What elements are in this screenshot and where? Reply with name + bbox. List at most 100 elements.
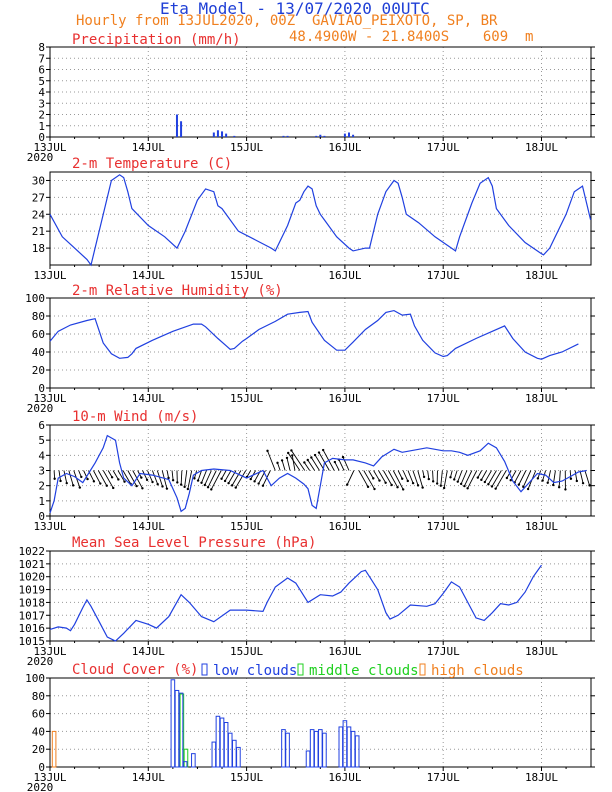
- wind-vector: [569, 470, 572, 479]
- y-tick-label: 1016: [19, 622, 46, 635]
- wind-vector: [267, 450, 276, 471]
- wind-vector-head: [373, 487, 376, 491]
- y-tick-label: 80: [32, 690, 45, 703]
- wind-vector-head: [223, 479, 227, 483]
- panel-cloud: [46, 663, 595, 771]
- wind-vector-head: [227, 481, 230, 485]
- wind-vector-head: [306, 458, 309, 462]
- y-tick-label: 100: [25, 292, 45, 305]
- wind-vector: [207, 470, 217, 488]
- x-tick-label: 13JUL: [33, 771, 66, 784]
- y-tick-label: 6: [38, 64, 45, 77]
- x-tick-label: 15JUL: [230, 141, 263, 154]
- legend-swatch: [297, 663, 304, 676]
- wind-vector: [147, 470, 153, 483]
- x-tick-label: 17JUL: [427, 269, 460, 282]
- wind-vector: [464, 470, 473, 487]
- wind-vector-head: [564, 488, 567, 491]
- panel-rh: [46, 297, 595, 392]
- wind-vector-head: [310, 456, 313, 459]
- wind-vector: [210, 470, 222, 490]
- wind-vector: [277, 462, 281, 471]
- wind-vector-head: [422, 475, 426, 479]
- y-tick-label: 1: [38, 495, 45, 508]
- plot-frame: [49, 171, 592, 266]
- plot-frame: [49, 46, 592, 138]
- panel-wind: [46, 424, 595, 520]
- wind-vector-head: [161, 485, 164, 488]
- cloud-bar-low: [191, 753, 196, 768]
- wind-vector: [397, 470, 403, 479]
- wind-vector-head: [65, 481, 68, 485]
- wind-vector: [235, 470, 247, 488]
- x-tick-label: 13JUL: [33, 520, 66, 533]
- wind-vector-head: [526, 487, 530, 491]
- series-line-mslp: [49, 564, 542, 642]
- wind-vector: [197, 470, 202, 481]
- y-tick-label: 20: [32, 364, 45, 377]
- wind-vector: [97, 470, 108, 486]
- x-tick-label: 15JUL: [230, 269, 263, 282]
- cloud-bar-low: [182, 761, 188, 768]
- wind-vector-head: [145, 478, 149, 482]
- x-tick-label: 14JUL: [132, 392, 165, 405]
- precip-bar: [225, 133, 228, 137]
- y-tick-label: 0: [38, 131, 45, 144]
- y-tick-label: 1022: [19, 545, 46, 558]
- precip-bar: [352, 134, 355, 137]
- wind-vector-head: [346, 483, 349, 486]
- series-line-rh: [49, 309, 579, 360]
- panel-title: Precipitation (mm/h): [72, 32, 241, 48]
- wind-vector-head: [71, 484, 75, 487]
- cloud-bar-low: [211, 741, 217, 768]
- wind-vector-head: [490, 485, 494, 488]
- wind-vector-head: [140, 476, 143, 479]
- wind-vector-head: [378, 479, 381, 482]
- y-tick-label: 80: [32, 310, 45, 323]
- x-tick-label: 16JUL: [328, 269, 361, 282]
- wind-vector: [307, 459, 315, 471]
- wind-vector-head: [234, 486, 237, 489]
- precip-bar: [175, 114, 178, 137]
- x-tick-label: 16JUL: [328, 771, 361, 784]
- wind-vector: [491, 470, 502, 487]
- series-line-wind: [49, 434, 587, 514]
- wind-vector-head: [480, 478, 483, 482]
- x-year-label: 2020: [27, 655, 54, 668]
- y-tick-label: 4: [38, 449, 45, 462]
- y-tick-label: 6: [38, 419, 45, 432]
- wind-vector: [392, 470, 404, 490]
- wind-vector: [224, 470, 232, 482]
- x-tick-label: 18JUL: [525, 771, 558, 784]
- wind-vector: [584, 470, 590, 486]
- wind-vector: [166, 470, 169, 479]
- precip-bar: [212, 132, 215, 137]
- cloud-bar-low: [227, 732, 233, 768]
- precip-bar: [282, 135, 285, 137]
- series-line-temp: [49, 174, 592, 267]
- x-tick-label: 14JUL: [132, 520, 165, 533]
- wind-vector: [383, 470, 393, 486]
- wind-vector-head: [421, 486, 424, 489]
- wind-vector: [363, 470, 375, 490]
- wind-vector: [457, 470, 463, 482]
- wind-vector: [151, 470, 159, 485]
- wind-vector-head: [200, 481, 203, 484]
- wind-vector: [318, 452, 330, 471]
- cloud-bar-low: [309, 729, 315, 768]
- wind-vector: [346, 470, 355, 485]
- wind-vector-head: [366, 485, 370, 489]
- y-tick-label: 2: [38, 109, 45, 122]
- cloud-bar-low: [219, 717, 225, 768]
- wind-vector: [334, 461, 340, 471]
- y-tick-label: 20: [32, 743, 45, 756]
- wind-vector: [187, 470, 193, 490]
- wind-vector-head: [483, 480, 487, 484]
- wind-vector-head: [253, 480, 256, 483]
- wind-vector-head: [453, 478, 456, 481]
- wind-vector-head: [321, 448, 325, 452]
- wind-vector-head: [117, 478, 120, 481]
- cloud-bar-low: [338, 726, 344, 768]
- wind-vector-head: [99, 482, 102, 485]
- x-tick-label: 14JUL: [132, 771, 165, 784]
